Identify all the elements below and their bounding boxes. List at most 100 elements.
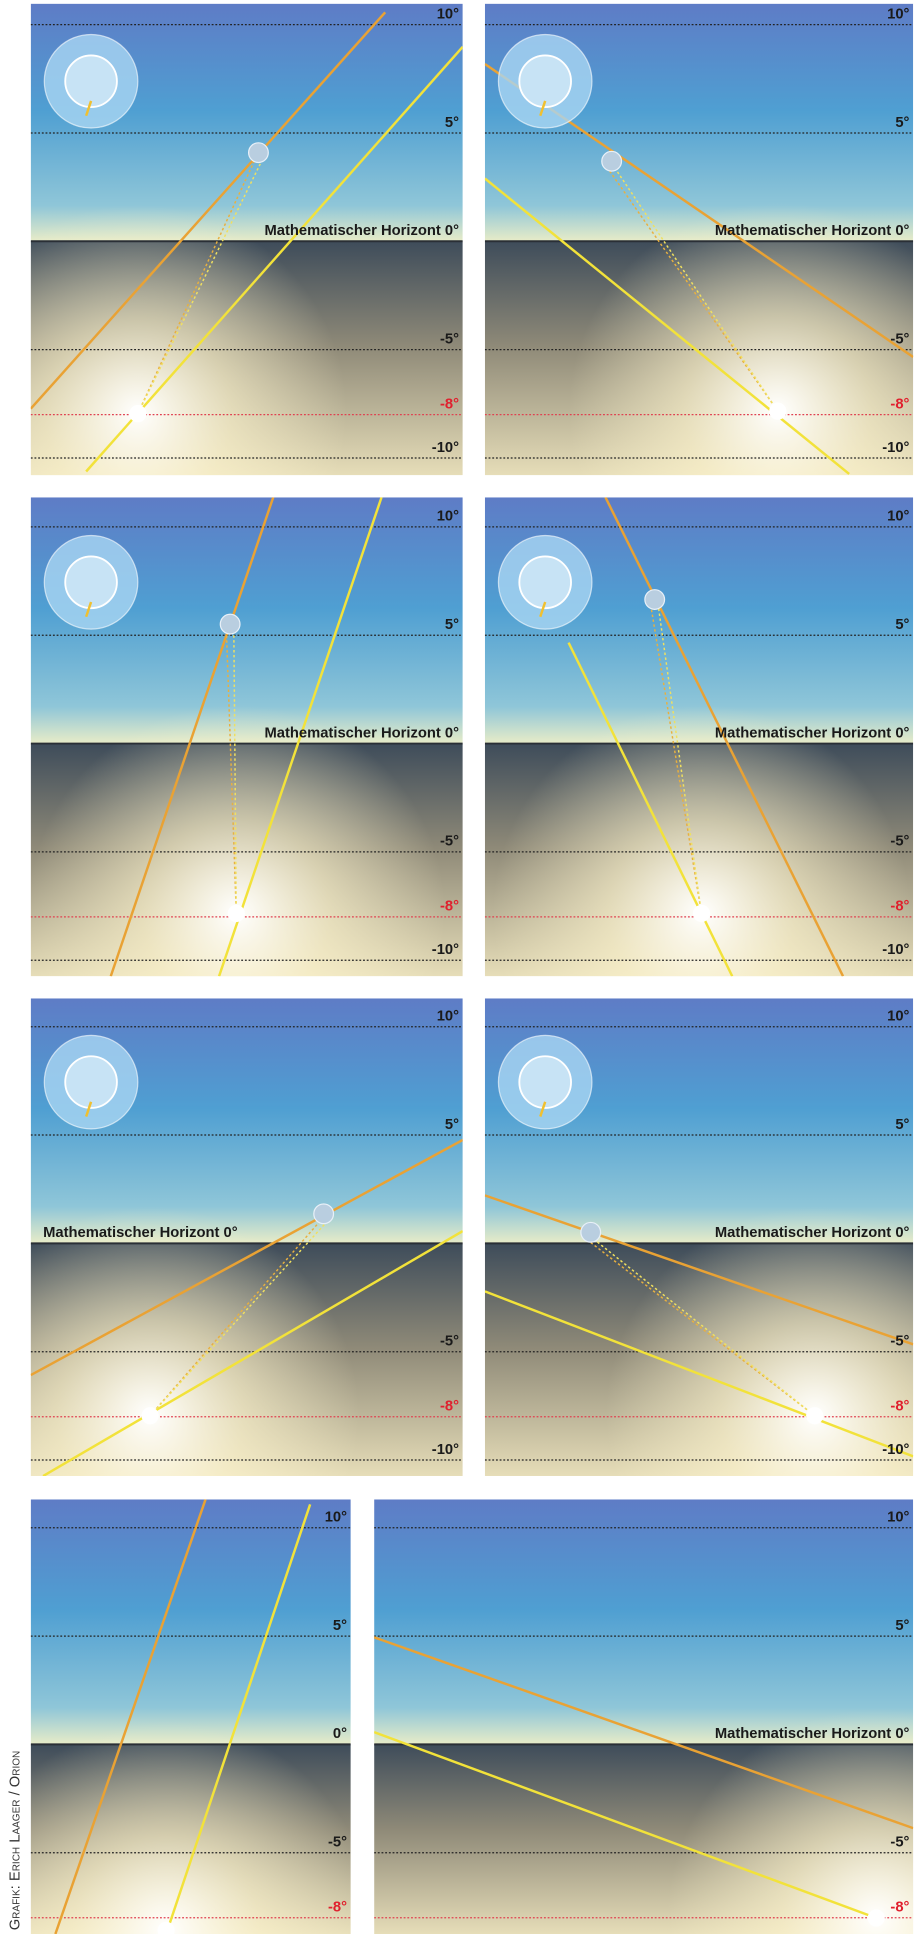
- degree-label: 10°: [437, 6, 459, 22]
- degree-label: 5°: [895, 115, 909, 131]
- dotted-ray: [607, 168, 779, 412]
- degree-label: 10°: [887, 509, 909, 525]
- dotted-ray: [657, 606, 703, 914]
- degree-label: -5°: [328, 1835, 347, 1851]
- panel: [484, 998, 914, 1477]
- degree-label: -8°: [440, 396, 459, 412]
- degree-label: -8°: [890, 899, 909, 915]
- degree-label: -5°: [440, 1334, 459, 1350]
- horizon-label: Mathematischer Horizont 0°: [715, 223, 910, 239]
- degree-label: 10°: [437, 509, 459, 525]
- inset-moon: [518, 54, 572, 109]
- moon: [601, 150, 623, 172]
- degree-label: -5°: [890, 834, 909, 850]
- sun: [769, 402, 787, 420]
- degree-label: -8°: [440, 899, 459, 915]
- inset-arrow: [84, 100, 93, 117]
- degree-label: -5°: [890, 1334, 909, 1350]
- horizon-label: Mathematischer Horizont 0°: [264, 725, 459, 741]
- orange-ray: [374, 1636, 914, 1830]
- sun: [227, 904, 245, 923]
- degree-label: 5°: [445, 1117, 459, 1133]
- yellow-ray: [217, 497, 383, 977]
- panel: [30, 1499, 351, 1934]
- inset-arrow: [539, 100, 547, 117]
- moon: [580, 1221, 602, 1243]
- degree-label: 5°: [445, 617, 459, 633]
- sun: [692, 904, 711, 923]
- sun: [867, 1909, 885, 1927]
- degree-label: -10°: [432, 942, 459, 958]
- degree-label: -8°: [890, 1399, 909, 1415]
- horizon-label: Mathematischer Horizont 0°: [715, 1225, 910, 1241]
- orange-ray: [30, 1138, 463, 1377]
- orange-ray: [484, 1194, 914, 1346]
- inset-moon: [64, 54, 118, 109]
- moon: [644, 589, 666, 610]
- dotted-ray: [149, 1220, 321, 1417]
- degree-label: 0°: [333, 1726, 347, 1742]
- inset-moon: [64, 555, 118, 610]
- moon: [313, 1203, 335, 1225]
- yellow-ray: [42, 1229, 463, 1477]
- degree-label: -8°: [328, 1900, 347, 1916]
- degree-label: -8°: [890, 1900, 909, 1916]
- degree-label: -8°: [890, 396, 909, 412]
- sun: [129, 405, 147, 423]
- sun: [141, 1407, 159, 1425]
- moon: [219, 613, 241, 635]
- inset-arrow: [539, 1101, 547, 1117]
- degree-label: -10°: [882, 440, 909, 456]
- degree-label: -10°: [432, 1442, 459, 1458]
- horizon-label: Mathematischer Horizont 0°: [715, 1726, 910, 1742]
- degree-label: 10°: [325, 1510, 347, 1526]
- orange-ray: [54, 1499, 207, 1934]
- degree-label: -5°: [890, 1835, 909, 1851]
- inset-arrow: [84, 601, 93, 618]
- degree-label: -5°: [890, 331, 909, 347]
- panel: [30, 998, 463, 1477]
- glow: [374, 1499, 914, 1934]
- degree-label: 5°: [895, 617, 909, 633]
- degree-label: 5°: [895, 1618, 909, 1634]
- degree-label: 5°: [895, 1117, 909, 1133]
- orange-ray: [109, 497, 275, 977]
- inset-moon: [518, 555, 572, 610]
- panel: [484, 3, 914, 476]
- yellow-ray: [164, 1503, 312, 1934]
- orange-ray: [604, 497, 845, 977]
- panel: [30, 497, 463, 977]
- credit: Grafik: Erich Laager / Orion: [8, 1751, 24, 1931]
- yellow-ray: [85, 45, 463, 473]
- inset-moon: [64, 1055, 118, 1109]
- panel: [30, 3, 463, 476]
- degree-label: -8°: [440, 1399, 459, 1415]
- horizon-label: Mathematischer Horizont 0°: [715, 725, 910, 741]
- inset-arrow: [84, 1101, 93, 1117]
- inset-arrow: [539, 601, 547, 618]
- dotted-ray: [614, 168, 779, 412]
- yellow-ray: [484, 1290, 914, 1458]
- degree-label: 10°: [437, 1009, 459, 1025]
- moon: [247, 142, 269, 164]
- horizon-label: Mathematischer Horizont 0°: [43, 1225, 238, 1241]
- degree-label: -5°: [440, 331, 459, 347]
- degree-label: -10°: [432, 440, 459, 456]
- panel: [484, 497, 914, 977]
- degree-label: -10°: [882, 1442, 909, 1458]
- degree-label: 5°: [333, 1618, 347, 1634]
- yellow-ray: [484, 177, 850, 475]
- panel: [374, 1499, 914, 1934]
- yellow-ray: [374, 1730, 877, 1920]
- degree-label: 10°: [887, 1009, 909, 1025]
- sun: [157, 1921, 175, 1934]
- degree-label: 10°: [887, 1510, 909, 1526]
- horizon-label: Mathematischer Horizont 0°: [264, 223, 459, 239]
- degree-label: -5°: [440, 834, 459, 850]
- dotted-ray: [137, 159, 256, 414]
- orange-ray: [30, 11, 387, 410]
- degree-label: 10°: [887, 6, 909, 22]
- dotted-ray: [586, 1239, 816, 1417]
- degree-label: 5°: [445, 115, 459, 131]
